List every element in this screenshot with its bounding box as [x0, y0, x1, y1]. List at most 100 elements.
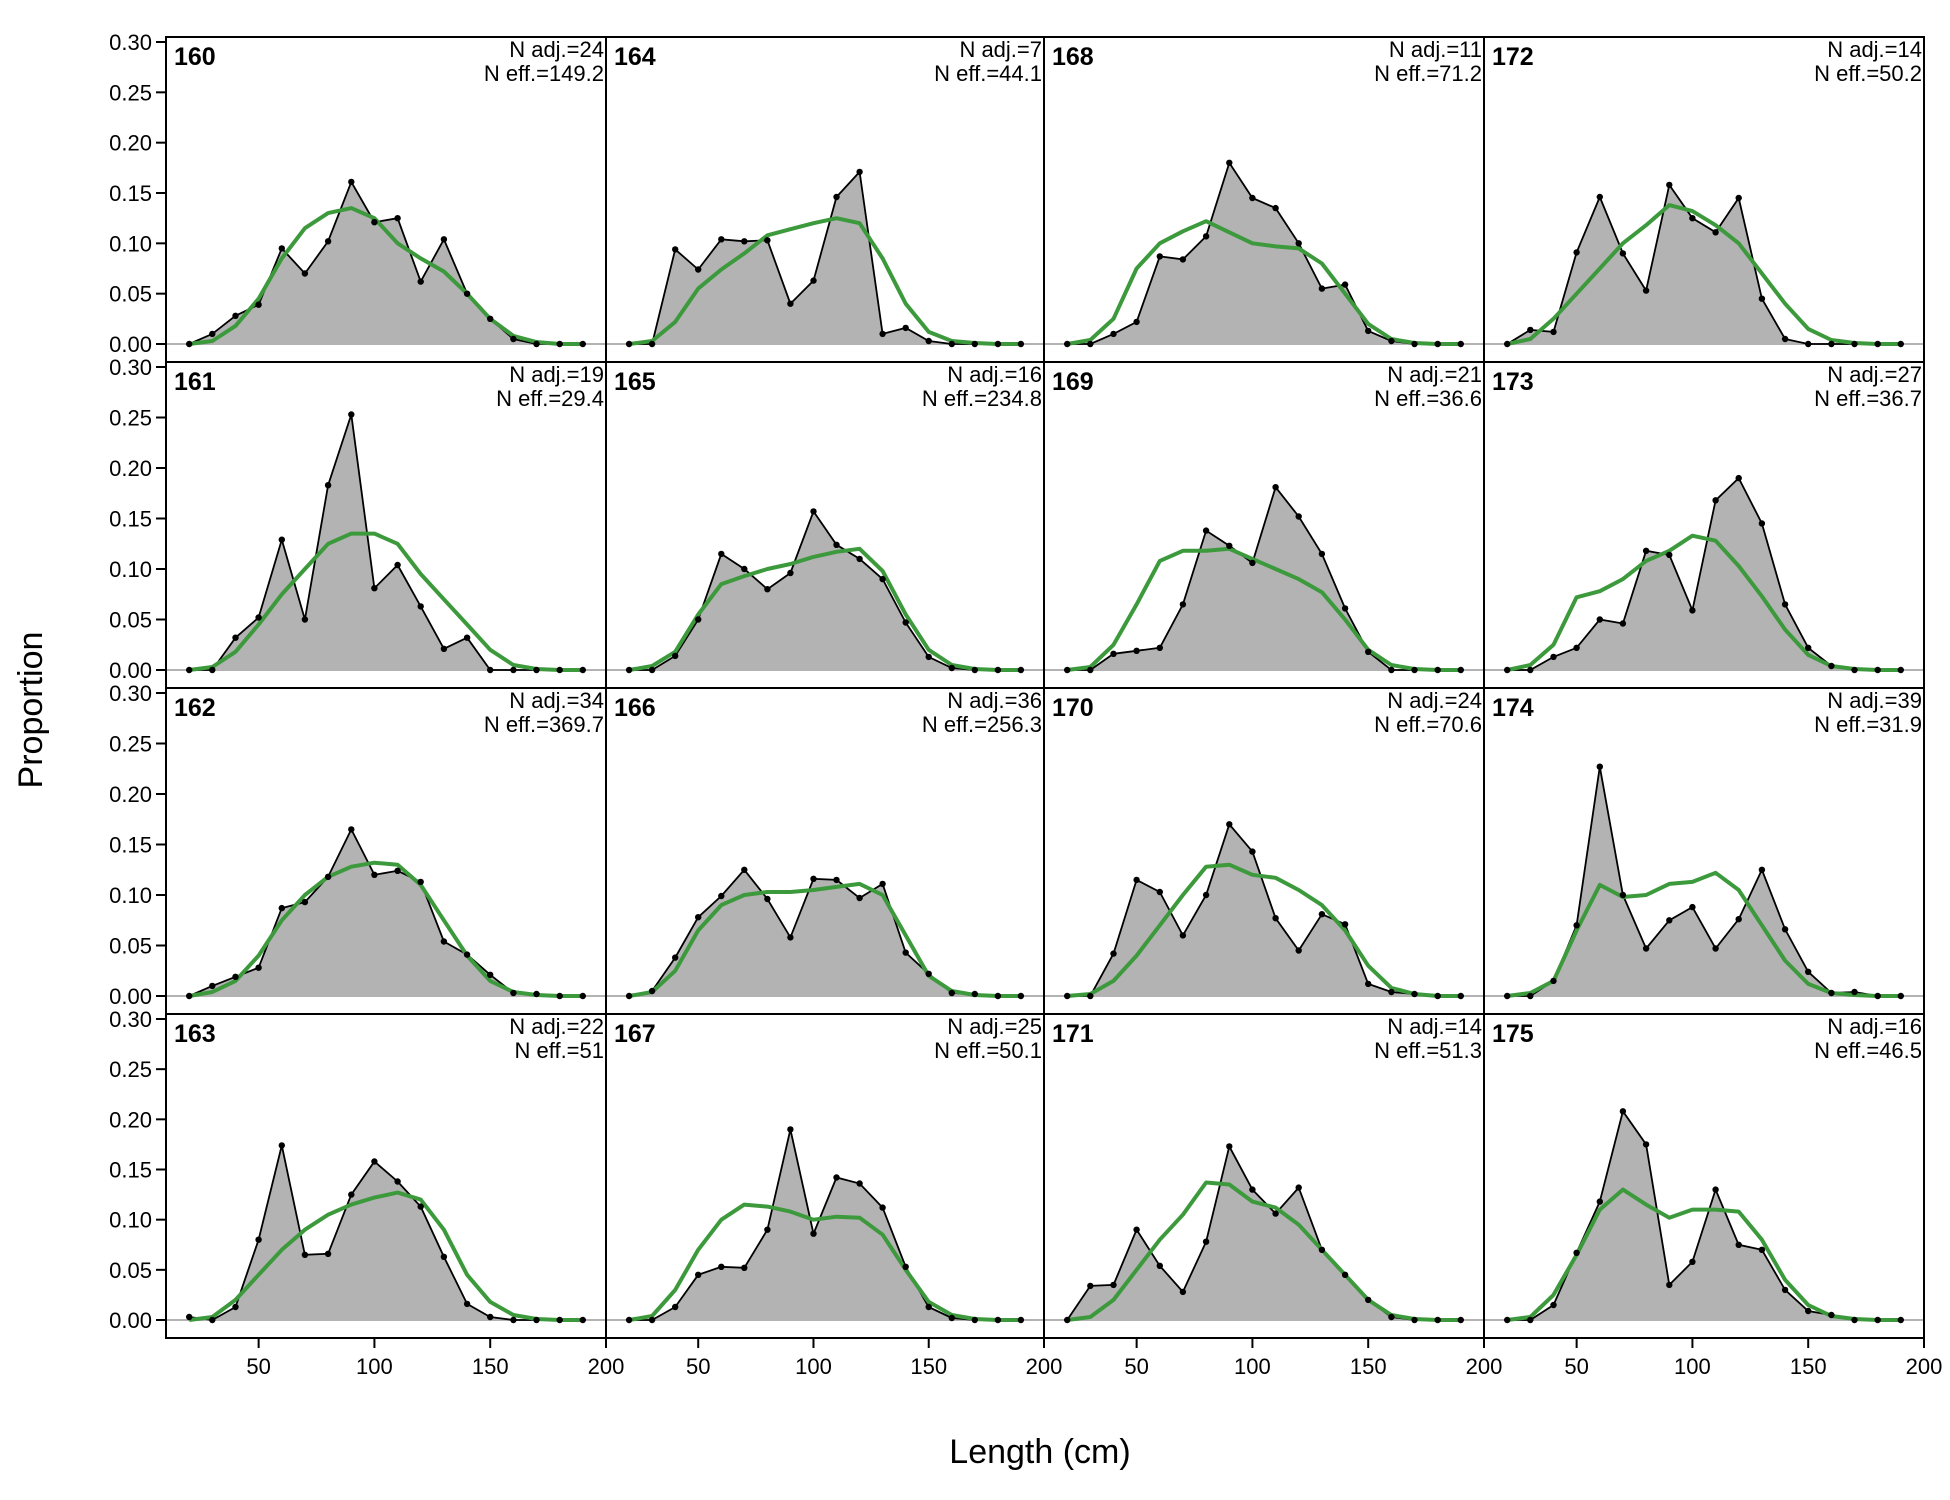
observed-point — [879, 575, 886, 583]
observed-point — [764, 895, 771, 903]
expected-line — [1066, 219, 1461, 346]
observed-point — [579, 992, 586, 1000]
observed-point — [1805, 1307, 1812, 1315]
observed-point — [1017, 666, 1025, 674]
observed-point — [1133, 318, 1140, 326]
observed-point — [1758, 866, 1766, 873]
observed-point — [1527, 1316, 1534, 1324]
observed-point — [1689, 607, 1696, 614]
n-eff-label: N eff.=256.3 — [922, 712, 1042, 737]
y-tick-label: 0.00 — [109, 658, 152, 683]
expected-line — [628, 216, 1021, 346]
observed-point — [1550, 328, 1557, 336]
n-eff-label: N eff.=50.2 — [1814, 61, 1922, 86]
x-tick-label: 150 — [1350, 1354, 1387, 1379]
observed-point — [1295, 947, 1302, 954]
observed-point — [1828, 662, 1835, 670]
n-eff-label: N eff.=51.3 — [1374, 1038, 1482, 1063]
n-adj-label: N adj.=36 — [947, 688, 1042, 713]
observed-point — [1226, 1143, 1233, 1150]
observed-point — [1897, 666, 1905, 674]
observed-point — [1874, 666, 1881, 674]
x-tick-label: 200 — [1906, 1354, 1943, 1379]
y-tick-label: 0.10 — [109, 1208, 152, 1233]
observed-point — [1110, 650, 1117, 657]
observed-point — [718, 550, 725, 558]
observed-point — [1434, 992, 1441, 1000]
observed-point — [1550, 653, 1557, 661]
panel-166: 166 N adj.=36N eff.=256.3 — [605, 687, 1045, 1015]
observed-point — [301, 616, 309, 623]
observed-point — [625, 992, 633, 1000]
observed-point — [278, 536, 285, 543]
panel-172: 172 N adj.=14N eff.=50.2 — [1483, 36, 1925, 363]
observed-point — [1341, 605, 1349, 612]
observed-point — [510, 666, 517, 674]
observed-point — [1202, 527, 1210, 534]
x-axis-ticks: 50 100 150 200 50 100 150 200 50 100 150 200 50 100 15… — [246, 1338, 1942, 1379]
panel-161: 161 N adj.=19N eff.=29.4 — [165, 361, 607, 689]
observed-point — [1897, 340, 1905, 348]
panel-title: 175 — [1492, 1020, 1534, 1048]
expected-line — [1506, 203, 1901, 346]
n-eff-label: N eff.=70.6 — [1374, 712, 1482, 737]
observed-point — [278, 904, 285, 912]
observed-point — [394, 215, 401, 222]
observed-point — [487, 666, 494, 674]
observed-point — [625, 340, 633, 348]
observed-point — [186, 340, 193, 348]
observed-point — [1666, 917, 1673, 924]
observed-point — [1388, 1313, 1395, 1321]
x-tick-label: 150 — [1790, 1354, 1827, 1379]
observed-point — [787, 300, 794, 307]
y-tick-label: 0.20 — [109, 131, 152, 156]
n-adj-label: N adj.=39 — [1827, 688, 1922, 713]
observed-point — [232, 634, 239, 641]
observed-point — [209, 1316, 216, 1324]
y-axis-ticks: 0.000.050.100.150.200.250.300.000.050.10… — [109, 30, 166, 1333]
n-adj-label: N adj.=14 — [1827, 37, 1922, 62]
observed-point — [371, 585, 378, 592]
observed-point — [440, 1253, 448, 1261]
observed-point — [787, 934, 794, 941]
observed-point — [394, 867, 401, 874]
observed-point — [1318, 1246, 1326, 1254]
observed-point — [301, 1251, 309, 1259]
observed-point — [1411, 340, 1418, 348]
observed-point — [879, 330, 886, 338]
observed-area — [1067, 824, 1461, 996]
expected-line — [628, 881, 1021, 998]
observed-point — [1596, 616, 1604, 623]
panel-163: 163 N adj.=22N eff.=51 — [165, 1013, 607, 1339]
observed-point — [1573, 249, 1580, 256]
n-eff-label: N eff.=46.5 — [1814, 1038, 1922, 1063]
observed-area — [1067, 487, 1461, 670]
n-adj-label: N adj.=14 — [1387, 1014, 1482, 1039]
observed-point — [417, 603, 424, 610]
x-tick-label: 100 — [795, 1354, 832, 1379]
observed-point — [1550, 1301, 1557, 1309]
observed-point — [1712, 229, 1719, 236]
panel-165: 165 N adj.=16N eff.=234.8 — [605, 361, 1045, 689]
y-tick-label: 0.15 — [109, 833, 152, 858]
observed-point — [255, 614, 262, 621]
panel-173: 173 N adj.=27N eff.=36.7 — [1483, 361, 1925, 689]
observed-point — [417, 278, 424, 285]
observed-line — [189, 414, 583, 671]
observed-point — [1504, 666, 1511, 674]
observed-point — [1504, 1316, 1511, 1324]
observed-point — [1365, 327, 1372, 335]
observed-point — [764, 237, 771, 244]
observed-point — [902, 949, 909, 956]
expected-line — [1506, 870, 1901, 998]
observed-point — [1064, 992, 1071, 1000]
observed-point — [533, 666, 540, 674]
observed-point — [648, 987, 656, 995]
observed-point — [1249, 848, 1256, 855]
observed-point — [324, 873, 332, 880]
y-tick-label: 0.00 — [109, 332, 152, 357]
observed-point — [1758, 295, 1766, 302]
observed-point — [1156, 1262, 1164, 1270]
expected-line — [1066, 1180, 1461, 1322]
